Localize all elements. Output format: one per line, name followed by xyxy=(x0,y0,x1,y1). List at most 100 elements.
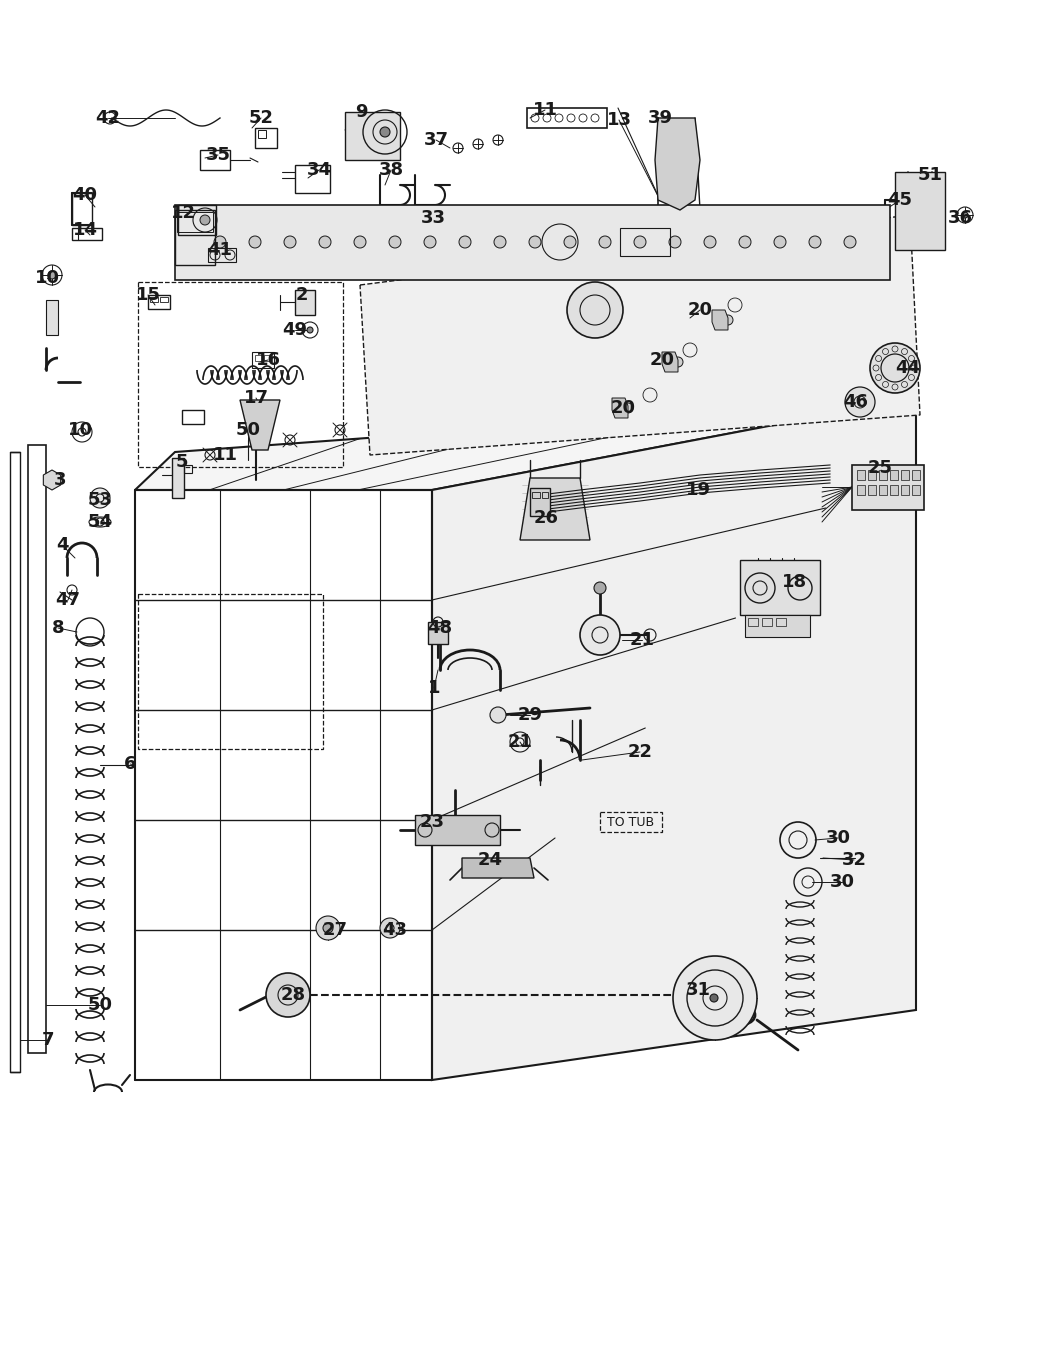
Bar xyxy=(184,465,192,473)
Bar xyxy=(208,248,236,262)
Text: 20: 20 xyxy=(650,351,674,369)
Text: 36: 36 xyxy=(948,209,972,226)
Bar xyxy=(138,594,323,749)
Circle shape xyxy=(739,236,750,248)
Circle shape xyxy=(529,236,541,248)
Bar xyxy=(178,204,216,235)
Text: 18: 18 xyxy=(781,573,807,591)
Text: 41: 41 xyxy=(208,241,232,259)
Bar xyxy=(879,484,887,495)
Text: 11: 11 xyxy=(212,446,237,464)
Polygon shape xyxy=(662,353,678,372)
Polygon shape xyxy=(175,204,890,280)
Bar xyxy=(252,353,273,368)
Circle shape xyxy=(214,236,226,248)
Text: 47: 47 xyxy=(55,591,81,609)
Text: 38: 38 xyxy=(378,161,404,178)
Bar xyxy=(175,210,215,265)
Text: 1: 1 xyxy=(428,679,440,697)
Circle shape xyxy=(704,236,716,248)
Polygon shape xyxy=(135,398,916,490)
Polygon shape xyxy=(895,172,946,250)
Text: 39: 39 xyxy=(648,108,672,128)
Text: 45: 45 xyxy=(887,191,913,209)
Bar xyxy=(344,113,400,161)
Circle shape xyxy=(844,236,856,248)
Text: 50: 50 xyxy=(88,996,112,1014)
Bar xyxy=(762,617,772,626)
Text: 22: 22 xyxy=(628,744,653,761)
Circle shape xyxy=(623,403,633,413)
Bar xyxy=(620,228,670,257)
Bar xyxy=(868,484,876,495)
Polygon shape xyxy=(360,215,920,456)
Text: 31: 31 xyxy=(686,981,710,999)
Bar xyxy=(177,213,213,232)
Circle shape xyxy=(379,918,400,938)
Circle shape xyxy=(266,973,310,1017)
Text: 16: 16 xyxy=(255,351,281,369)
Bar xyxy=(264,355,272,361)
Text: 23: 23 xyxy=(420,814,444,831)
Text: 12: 12 xyxy=(171,204,195,222)
Circle shape xyxy=(316,916,340,940)
Text: 19: 19 xyxy=(686,482,710,499)
Bar xyxy=(151,296,158,302)
Text: 5: 5 xyxy=(176,453,189,471)
Bar xyxy=(10,451,20,1072)
Text: 10: 10 xyxy=(68,421,92,439)
Circle shape xyxy=(307,327,313,333)
Bar xyxy=(255,355,263,361)
Circle shape xyxy=(323,923,333,933)
Polygon shape xyxy=(43,471,60,490)
Text: 9: 9 xyxy=(355,103,367,121)
Bar xyxy=(428,622,448,643)
Circle shape xyxy=(634,236,646,248)
Bar xyxy=(28,445,46,1052)
Bar xyxy=(200,150,230,170)
Circle shape xyxy=(673,357,683,366)
Bar xyxy=(530,488,550,516)
Text: 14: 14 xyxy=(72,221,98,239)
Circle shape xyxy=(870,343,920,392)
Text: 2: 2 xyxy=(296,285,308,305)
Text: 53: 53 xyxy=(88,491,112,509)
Circle shape xyxy=(962,213,968,218)
Circle shape xyxy=(594,582,606,594)
Text: 6: 6 xyxy=(124,755,137,772)
Circle shape xyxy=(389,236,401,248)
Bar xyxy=(748,617,758,626)
Text: 29: 29 xyxy=(517,707,543,724)
Text: 52: 52 xyxy=(248,108,273,128)
Bar xyxy=(776,617,787,626)
Text: 48: 48 xyxy=(427,619,453,637)
Circle shape xyxy=(564,236,576,248)
Text: TO TUB: TO TUB xyxy=(607,815,655,829)
Bar xyxy=(532,493,540,498)
Bar xyxy=(172,458,184,498)
Text: 3: 3 xyxy=(54,471,66,488)
Text: 7: 7 xyxy=(41,1030,54,1050)
Bar xyxy=(148,295,170,309)
Bar xyxy=(160,296,167,302)
Text: 10: 10 xyxy=(35,269,59,287)
Circle shape xyxy=(845,387,874,417)
Circle shape xyxy=(580,615,620,654)
Bar xyxy=(258,130,266,139)
Polygon shape xyxy=(240,401,280,450)
Polygon shape xyxy=(462,858,534,878)
Text: 8: 8 xyxy=(52,619,65,637)
Text: 17: 17 xyxy=(244,390,268,407)
Text: 42: 42 xyxy=(95,108,121,128)
Polygon shape xyxy=(416,815,500,845)
Bar xyxy=(295,289,315,316)
Text: 35: 35 xyxy=(206,145,230,165)
Bar xyxy=(745,615,810,637)
Bar xyxy=(856,471,865,480)
Text: 4: 4 xyxy=(56,536,68,554)
Text: 33: 33 xyxy=(421,209,445,226)
Bar xyxy=(901,484,909,495)
Text: 26: 26 xyxy=(533,509,559,527)
Circle shape xyxy=(379,128,390,137)
Circle shape xyxy=(200,215,210,225)
